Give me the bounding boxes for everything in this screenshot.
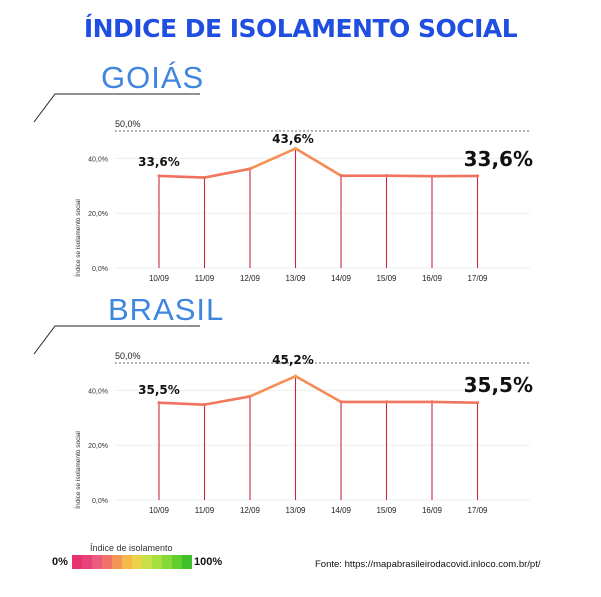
y-ticks: 0,0% 20,0% 40,0% xyxy=(88,388,108,505)
drop-lines xyxy=(158,148,479,268)
legend-swatch xyxy=(142,555,152,569)
x-tick-label: 10/09 xyxy=(149,274,170,283)
line-segment xyxy=(294,147,343,177)
data-point xyxy=(248,167,252,171)
peak-value-label: 45,2% xyxy=(272,353,314,367)
chart-goias: 50,0% Índice se isolamento social 0,0% 20… xyxy=(33,93,533,283)
legend-swatch xyxy=(72,555,82,569)
legend-swatch xyxy=(132,555,142,569)
x-tick-label: 13/09 xyxy=(285,274,306,283)
legend-swatch xyxy=(92,555,102,569)
legend-swatch xyxy=(112,555,122,569)
last-value-label: 35,5% xyxy=(464,373,533,397)
data-point xyxy=(157,401,161,405)
title-decor-line xyxy=(33,93,200,123)
data-point xyxy=(384,174,389,178)
data-point xyxy=(157,174,161,178)
x-tick-label: 16/09 xyxy=(422,506,443,515)
line-segment xyxy=(157,174,206,179)
last-value-label: 33,6% xyxy=(464,147,533,171)
page-title: ÍNDICE DE ISOLAMENTO SOCIAL xyxy=(83,14,518,43)
reference-label: 50,0% xyxy=(115,351,141,361)
x-tick-label: 14/09 xyxy=(331,274,352,283)
x-tick-label: 14/09 xyxy=(331,506,352,515)
data-point xyxy=(202,175,207,180)
y-tick-label: 40,0% xyxy=(88,156,108,163)
x-tick-label: 12/09 xyxy=(240,506,261,515)
data-point xyxy=(202,403,207,407)
line-segment xyxy=(248,374,297,398)
x-tick-label: 12/09 xyxy=(240,274,261,283)
x-ticks: 10/09 11/09 12/09 13/09 14/09 15/09 16/09 17/09 xyxy=(149,274,488,283)
gridlines xyxy=(115,157,530,269)
x-tick-label: 17/09 xyxy=(467,506,488,515)
line-segment xyxy=(157,401,206,406)
source-text: Fonte: https://mapabrasileirodacovid.inl… xyxy=(315,559,541,570)
legend-max-label: 100% xyxy=(194,556,223,568)
line-segment xyxy=(248,147,297,171)
legend-swatch xyxy=(172,555,182,569)
x-tick-label: 11/09 xyxy=(195,274,215,283)
legend-min-label: 0% xyxy=(52,556,68,568)
y-ticks: 0,0% 20,0% 40,0% xyxy=(88,156,108,273)
first-value-label: 35,5% xyxy=(138,383,180,397)
data-point xyxy=(430,400,434,404)
chart-brasil: 50,0% Índice se isolamento social 0,0% 20… xyxy=(33,325,533,515)
y-tick-label: 0,0% xyxy=(92,498,108,505)
x-tick-label: 10/09 xyxy=(149,506,170,515)
data-point xyxy=(430,174,434,178)
line-segment xyxy=(203,395,252,406)
line-segment xyxy=(203,167,252,179)
x-tick-label: 15/09 xyxy=(376,274,397,283)
chart-title-goias: GOIÁS xyxy=(101,60,205,95)
data-point xyxy=(293,146,298,151)
peak-value-label: 43,6% xyxy=(272,132,314,146)
data-point xyxy=(339,400,343,404)
line-segment xyxy=(385,174,434,178)
line-segment xyxy=(294,374,343,404)
drop-lines xyxy=(158,376,479,500)
gridlines xyxy=(115,389,530,501)
data-point xyxy=(293,374,298,378)
legend-swatch xyxy=(122,555,132,569)
data-point xyxy=(475,401,480,405)
legend-swatch xyxy=(152,555,162,569)
legend-swatch xyxy=(162,555,172,569)
y-tick-label: 0,0% xyxy=(92,266,108,273)
series-line xyxy=(157,146,480,180)
data-point xyxy=(384,400,389,404)
legend-swatch xyxy=(82,555,92,569)
legend-swatch xyxy=(102,555,112,569)
y-tick-label: 40,0% xyxy=(88,388,108,395)
x-tick-label: 17/09 xyxy=(467,274,488,283)
y-tick-label: 20,0% xyxy=(88,443,108,450)
reference-label: 50,0% xyxy=(115,119,141,129)
y-axis-label: Índice se isolamento social xyxy=(73,199,82,277)
x-tick-label: 13/09 xyxy=(285,506,306,515)
x-tick-label: 15/09 xyxy=(376,506,397,515)
legend-title: Índice de isolamento xyxy=(90,543,173,553)
series-line xyxy=(157,374,480,407)
line-segment xyxy=(430,400,479,405)
x-ticks: 10/09 11/09 12/09 13/09 14/09 15/09 16/09 17/09 xyxy=(149,506,488,515)
first-value-label: 33,6% xyxy=(138,155,180,169)
title-decor-line xyxy=(33,325,200,355)
data-point xyxy=(248,394,252,399)
y-axis-label: Índice se isolamento social xyxy=(73,431,82,509)
data-point xyxy=(475,174,480,178)
data-point xyxy=(339,174,343,178)
y-tick-label: 20,0% xyxy=(88,211,108,218)
legend-swatch xyxy=(182,555,192,569)
chart-title-brasil: BRASIL xyxy=(108,292,225,327)
x-tick-label: 11/09 xyxy=(195,506,215,515)
x-tick-label: 16/09 xyxy=(422,274,443,283)
legend-color-scale xyxy=(72,555,192,569)
